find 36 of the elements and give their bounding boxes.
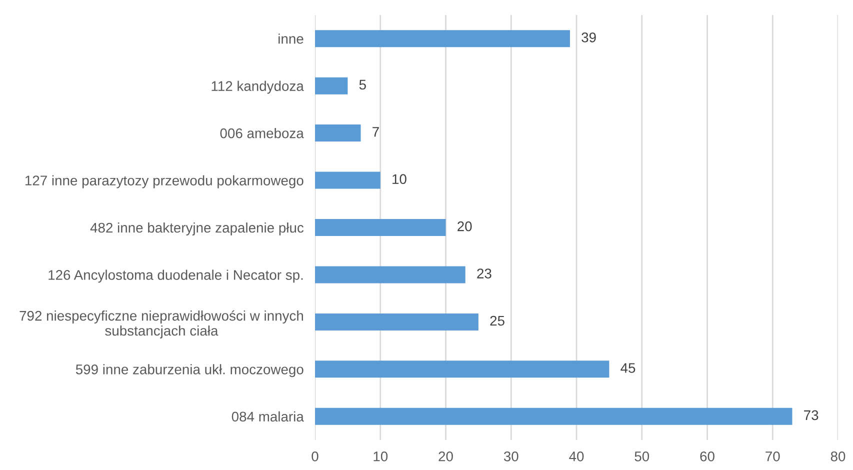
y-tick-label: 482 inne bakteryjne zapalenie płuc — [90, 222, 304, 236]
bar — [315, 360, 610, 378]
bar — [315, 266, 466, 284]
data-label: 73 — [804, 410, 818, 420]
data-label: 39 — [582, 32, 596, 42]
x-tick-label: 10 — [374, 451, 388, 462]
x-tick-label: 70 — [766, 451, 780, 462]
bar — [315, 172, 380, 189]
data-label: 7 — [372, 127, 379, 137]
data-label: 20 — [458, 221, 472, 232]
data-label: 10 — [392, 174, 406, 184]
y-tick-label: 084 malaria — [232, 411, 304, 422]
x-tick-label: 20 — [438, 451, 453, 462]
bar — [315, 313, 478, 330]
x-tick-label: 50 — [634, 451, 650, 462]
bar — [315, 30, 570, 48]
y-tick-label: 006 ameboza — [220, 128, 304, 138]
bar — [315, 219, 446, 236]
y-tick-label: 599 inne zaburzenia ukł. moczowego — [76, 364, 304, 378]
data-label: 5 — [359, 80, 366, 90]
y-tick-label: inne — [278, 34, 304, 44]
bar — [315, 408, 792, 425]
data-label: 23 — [477, 268, 492, 278]
x-tick-label: 30 — [504, 451, 518, 462]
x-tick-label: 80 — [830, 451, 846, 462]
y-tick-label: 112 kandydoza — [212, 80, 304, 94]
x-tick-label: 60 — [700, 451, 714, 462]
y-tick-label: 127 inne parazytozy przewodu pokarmowego — [25, 175, 304, 188]
x-tick-label: 40 — [569, 451, 584, 462]
data-label: 45 — [620, 363, 636, 373]
bar — [315, 124, 361, 142]
y-tick-label: 126 Ancylostoma duodenale i Necator sp. — [48, 270, 303, 283]
bar — [315, 77, 348, 94]
data-label: 25 — [490, 316, 504, 326]
y-tick-label: 792 niespecyficzne nieprawidłowości w innych substancjach ciała — [20, 310, 303, 338]
x-tick-label: 0 — [312, 451, 318, 462]
